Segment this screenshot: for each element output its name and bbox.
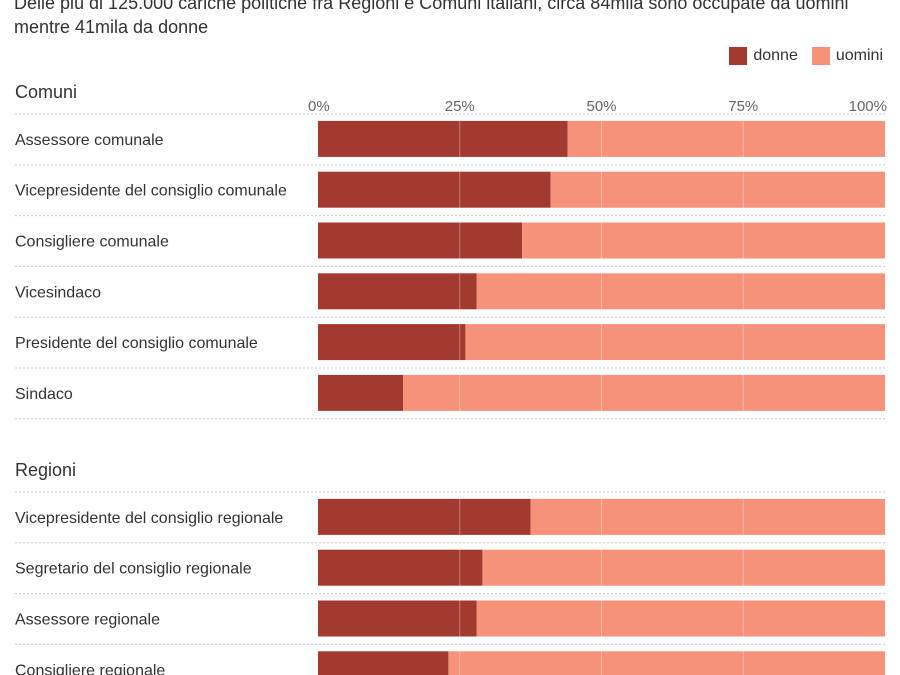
chart-subtitle: Delle più di 125.000 cariche politiche f… <box>14 0 849 37</box>
x-tick-label: 25% <box>445 98 475 115</box>
legend-label-donne: donne <box>753 47 798 64</box>
category-label: Assessore regionale <box>15 612 160 629</box>
bar-donne <box>318 273 477 310</box>
bar-uomini <box>403 374 885 411</box>
x-tick-label: 75% <box>728 98 758 115</box>
bar-donne <box>318 171 551 208</box>
section-title-regioni: Regioni <box>15 460 76 480</box>
legend-swatch-uomini <box>811 47 830 65</box>
bar-donne <box>318 222 523 259</box>
section-title-comuni: Comuni <box>15 82 77 102</box>
bar-uomini <box>476 600 885 637</box>
bar-uomini <box>550 171 885 208</box>
category-label: Vicepresidente del consiglio regionale <box>15 510 283 527</box>
bar-donne <box>318 549 483 586</box>
bar-uomini <box>465 324 885 361</box>
bar-donne <box>318 651 449 675</box>
category-label: Sindaco <box>15 386 73 403</box>
bar-donne <box>318 498 531 535</box>
legend-swatch-donne <box>729 47 748 65</box>
category-label: Consigliere regionale <box>15 662 165 675</box>
legend: donne uomini <box>715 47 883 65</box>
x-tick-label: 0% <box>308 98 330 115</box>
bar-uomini <box>522 222 885 259</box>
bar-uomini <box>476 273 885 310</box>
bar-uomini <box>482 549 885 586</box>
category-label: Segretario del consiglio regionale <box>15 561 252 578</box>
bar-donne <box>318 120 568 157</box>
category-label: Consigliere comunale <box>15 234 169 251</box>
category-label: Vicepresidente del consiglio comunale <box>15 183 287 200</box>
legend-item-donne: donne <box>729 47 798 65</box>
bar-donne <box>318 374 404 411</box>
bar-uomini <box>448 651 885 675</box>
category-label: Presidente del consiglio comunale <box>15 335 258 352</box>
legend-item-uomini: uomini <box>811 47 883 65</box>
category-label: Assessore comunale <box>15 132 164 149</box>
legend-label-uomini: uomini <box>835 47 883 64</box>
x-tick-label: 50% <box>586 98 616 115</box>
bar-donne <box>318 600 477 637</box>
bar-uomini <box>567 120 885 157</box>
x-tick-label: 100% <box>849 98 887 115</box>
category-label: Vicesindaco <box>15 284 101 301</box>
bar-donne <box>318 324 466 361</box>
bar-uomini <box>530 498 885 535</box>
